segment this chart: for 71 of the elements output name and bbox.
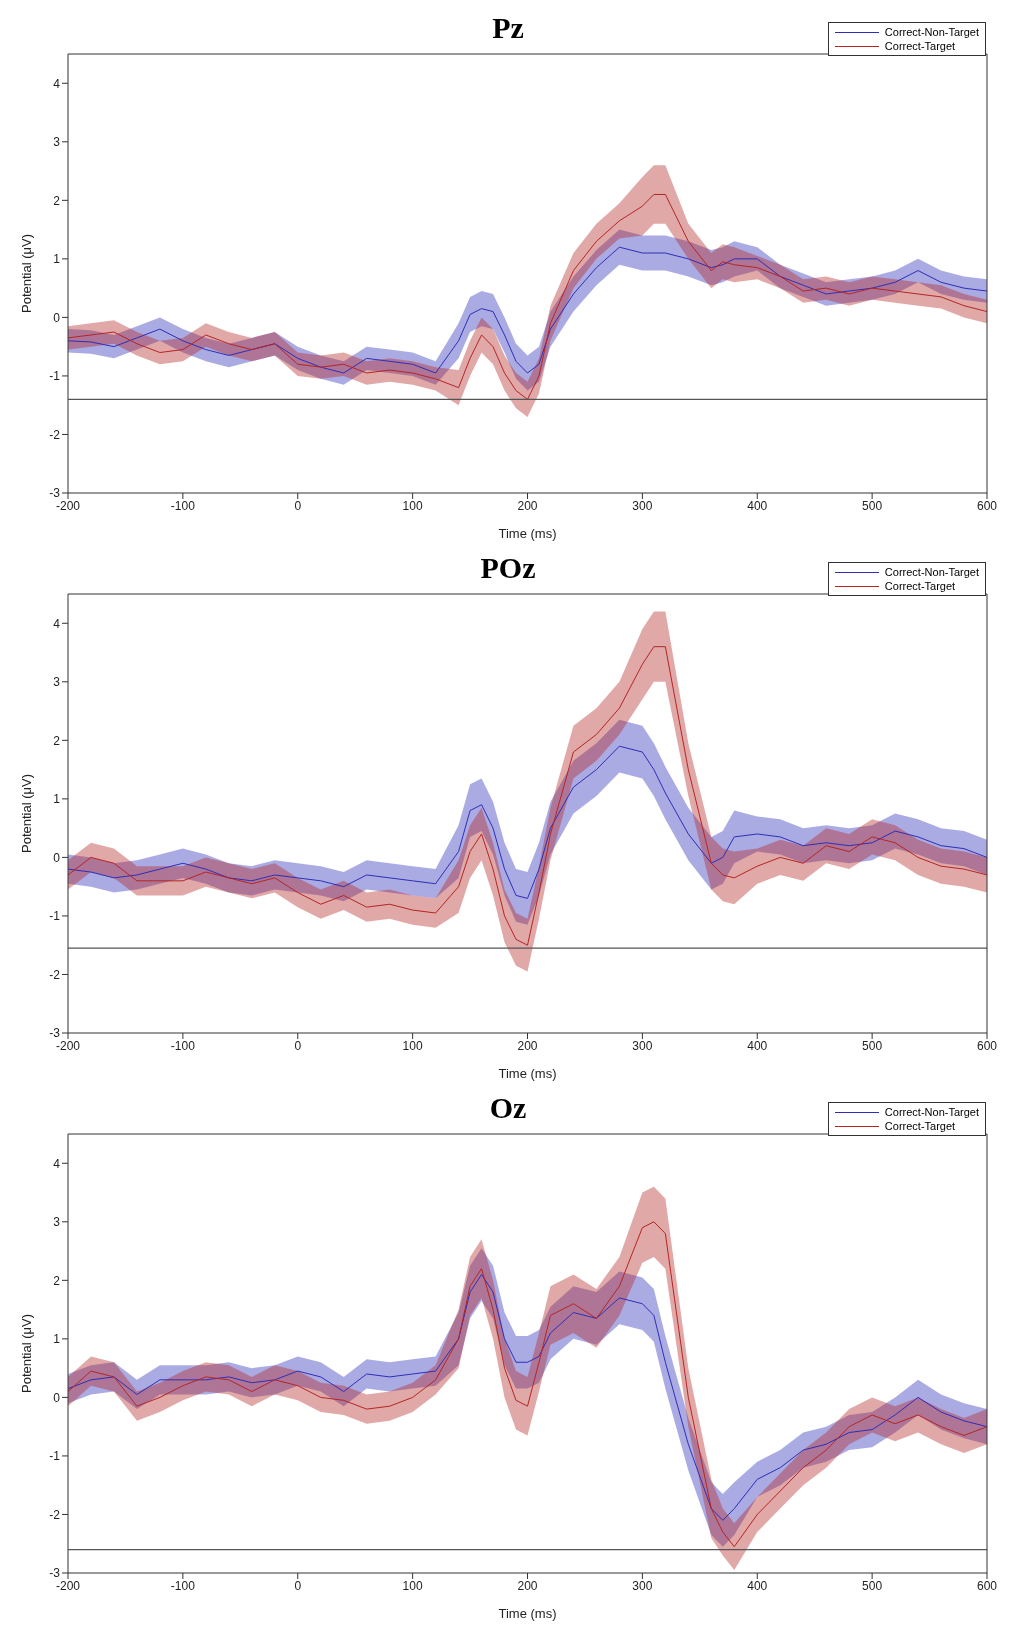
chart-title: Pz	[492, 11, 524, 44]
x-tick-label: -100	[170, 1038, 196, 1053]
x-tick-label: 400	[747, 1578, 768, 1593]
y-tick-label: -1	[49, 369, 61, 384]
chart-title: Oz	[489, 1091, 527, 1124]
y-tick-label: 2	[53, 1273, 61, 1288]
x-tick-label: 500	[862, 1038, 883, 1053]
x-axis-title: Time (ms)	[498, 1606, 557, 1621]
x-tick-label: 100	[402, 1038, 423, 1053]
y-axis-title: Potential (μV)	[18, 773, 34, 854]
x-tick-label: 0	[294, 498, 302, 513]
y-tick-label: 3	[53, 1215, 61, 1230]
y-tick-label: -3	[49, 1026, 61, 1041]
y-tick-label: -2	[49, 427, 61, 442]
x-tick-label: 100	[402, 498, 423, 513]
y-tick-label: -3	[49, 486, 61, 501]
legend-label: Correct-Non-Target	[884, 25, 979, 39]
x-tick-label: 200	[517, 1578, 538, 1593]
x-tick-label: 200	[517, 1038, 538, 1053]
x-tick-label: 300	[632, 1038, 653, 1053]
line-series	[68, 745, 987, 899]
y-tick-label: -2	[49, 967, 61, 982]
chart-title: POz	[480, 551, 536, 584]
x-tick-label: 400	[747, 1038, 768, 1053]
x-tick-label: -200	[55, 1578, 81, 1593]
y-tick-label: -2	[49, 1507, 61, 1522]
line-series	[68, 193, 987, 400]
legend-label: Correct-Target	[884, 579, 956, 593]
x-tick-label: 500	[862, 498, 883, 513]
x-tick-label: 300	[632, 1578, 653, 1593]
x-tick-label: 200	[517, 498, 538, 513]
x-tick-label: 100	[402, 1578, 423, 1593]
line-series	[68, 646, 987, 946]
y-tick-label: 4	[53, 616, 61, 631]
x-axis-title: Time (ms)	[498, 526, 557, 541]
x-tick-label: 400	[747, 498, 768, 513]
line-series	[68, 1273, 987, 1521]
x-tick-label: 500	[862, 1578, 883, 1593]
line-series	[68, 246, 987, 374]
y-tick-label: 3	[53, 135, 61, 150]
x-tick-label: 600	[976, 1038, 998, 1053]
y-tick-label: 0	[53, 850, 61, 865]
y-tick-label: 0	[53, 310, 61, 325]
x-tick-label: -100	[170, 1578, 196, 1593]
x-tick-label: 600	[976, 498, 998, 513]
y-tick-label: -3	[49, 1566, 61, 1581]
x-tick-label: -200	[55, 498, 81, 513]
legend-label: Correct-Non-Target	[884, 565, 979, 579]
legend-label: Correct-Non-Target	[884, 1105, 979, 1119]
x-tick-label: -200	[55, 1038, 81, 1053]
legend-label: Correct-Target	[884, 39, 956, 53]
y-tick-label: 1	[53, 1332, 61, 1347]
y-tick-label: 2	[53, 193, 61, 208]
y-tick-label: 4	[53, 1156, 61, 1171]
x-tick-label: 300	[632, 498, 653, 513]
y-tick-label: 4	[53, 76, 61, 91]
y-tick-label: -1	[49, 1449, 61, 1464]
legend-label: Correct-Target	[884, 1119, 956, 1133]
x-tick-label: 0	[294, 1578, 302, 1593]
x-axis-title: Time (ms)	[498, 1066, 557, 1081]
y-tick-label: -1	[49, 909, 61, 924]
y-axis-title: Potential (μV)	[18, 233, 34, 314]
x-tick-label: -100	[170, 498, 196, 513]
y-tick-label: 3	[53, 675, 61, 690]
y-tick-label: 1	[53, 252, 61, 267]
x-tick-label: 0	[294, 1038, 302, 1053]
y-axis-title: Potential (μV)	[18, 1313, 34, 1394]
y-tick-label: 2	[53, 733, 61, 748]
y-tick-label: 1	[53, 792, 61, 807]
y-tick-label: 0	[53, 1390, 61, 1405]
x-tick-label: 600	[976, 1578, 998, 1593]
